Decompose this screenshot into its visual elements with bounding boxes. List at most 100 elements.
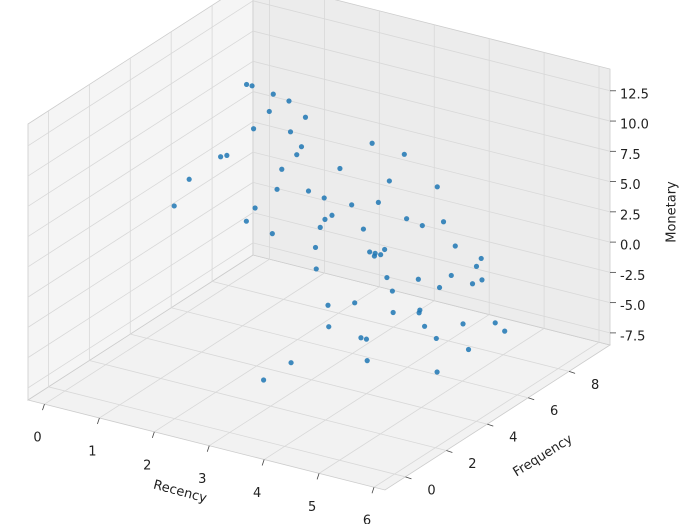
z-tick-label: 0.0 — [620, 239, 641, 254]
point — [460, 321, 466, 327]
grid-line — [373, 341, 600, 488]
tick-mark — [371, 487, 375, 494]
grid-line — [44, 258, 270, 405]
point — [440, 219, 447, 225]
point — [261, 377, 267, 383]
point — [171, 203, 177, 209]
tick-mark — [446, 450, 453, 453]
point — [294, 152, 300, 158]
point — [337, 165, 343, 172]
point — [367, 249, 373, 255]
panes — [27, 0, 616, 494]
point — [274, 186, 280, 192]
grid-line — [252, 30, 611, 122]
tick-mark — [487, 423, 494, 427]
grid-line — [27, 121, 254, 268]
z-tick-label: 7.5 — [620, 148, 641, 163]
y-tick-label: 4 — [509, 431, 517, 446]
point — [325, 302, 331, 308]
tick-mark — [568, 370, 576, 374]
tick-mark — [97, 417, 100, 425]
point — [465, 346, 472, 353]
grid-line — [171, 307, 529, 399]
point — [250, 126, 257, 132]
grid-line — [318, 328, 545, 474]
point — [321, 195, 327, 201]
x-tick-label: 3 — [198, 472, 206, 487]
tick-mark — [151, 431, 155, 438]
point — [349, 202, 355, 208]
point — [375, 199, 381, 206]
z-axis-label: Monetary — [665, 181, 680, 243]
point — [421, 323, 428, 329]
point — [415, 276, 421, 282]
point — [473, 263, 480, 269]
point — [363, 336, 370, 342]
point — [479, 277, 485, 283]
y-tick-label: 2 — [468, 457, 476, 472]
point — [298, 144, 305, 150]
tick-mark — [528, 397, 535, 401]
tick-mark — [316, 473, 320, 480]
point — [269, 231, 275, 237]
point — [401, 151, 407, 157]
grid-line — [263, 314, 490, 460]
grid-line — [252, 121, 611, 213]
point — [378, 252, 384, 258]
grid-line — [27, 30, 254, 177]
tick-mark — [42, 404, 45, 411]
point — [279, 166, 285, 172]
grid-line — [252, 91, 611, 182]
point — [317, 224, 323, 230]
point — [369, 140, 375, 146]
point — [358, 335, 364, 341]
z-tick-label: -5.0 — [620, 299, 645, 314]
z-tick-label: 5.0 — [620, 178, 641, 193]
grid-line — [27, 242, 254, 389]
x-tick-label: 5 — [308, 500, 316, 515]
grid-line — [27, 91, 254, 237]
point — [452, 243, 458, 249]
grid-line — [27, 0, 254, 147]
point — [492, 320, 498, 326]
point — [270, 91, 276, 97]
z-tick-label: -7.5 — [620, 329, 645, 344]
point — [419, 222, 425, 229]
grid-line — [154, 286, 380, 433]
point — [469, 281, 476, 287]
point — [305, 188, 312, 194]
grid-line — [252, 242, 611, 334]
grid-line — [27, 212, 254, 358]
grid-line — [252, 181, 611, 273]
x-tick-label: 2 — [143, 458, 151, 473]
grid-line — [27, 60, 254, 207]
grid-line — [252, 60, 611, 152]
point — [371, 253, 377, 259]
point — [382, 246, 388, 253]
tick-mark — [206, 445, 210, 452]
z-tick-label: 12.5 — [620, 87, 649, 102]
point — [434, 369, 440, 375]
point — [326, 324, 332, 330]
x-tick-label: 4 — [253, 486, 261, 501]
point — [243, 218, 249, 224]
point — [313, 266, 319, 272]
point — [360, 226, 367, 232]
grid-line — [211, 280, 570, 372]
grid-line — [252, 151, 611, 243]
grid-line — [89, 360, 447, 451]
grid-line — [209, 300, 435, 447]
point — [224, 152, 230, 159]
grid-line — [130, 333, 488, 425]
grid-line — [99, 272, 325, 419]
point — [502, 328, 508, 334]
point — [478, 255, 484, 262]
point — [243, 81, 250, 88]
point — [403, 216, 410, 222]
point — [249, 83, 255, 89]
tick-mark — [405, 476, 412, 480]
y-tick-label: 8 — [591, 378, 599, 393]
point — [384, 274, 390, 281]
